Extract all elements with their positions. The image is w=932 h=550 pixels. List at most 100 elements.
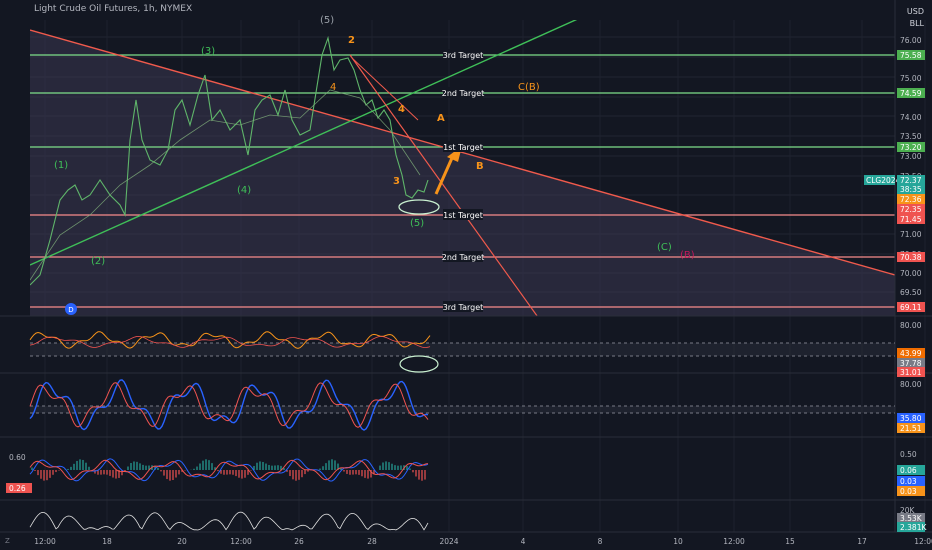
price-tag-bg [897,252,925,262]
time-tick: 18 [102,537,112,546]
price-tag: 73.20 [900,143,922,152]
wave-label-5-bottom: (5) [410,218,424,229]
stoch-band [30,406,895,413]
stoch-d-line [29,382,429,428]
d-badge[interactable] [65,303,77,315]
price-tag-bg [897,50,925,60]
wave-label-C: (C) [657,242,672,253]
price-tag: 72.37 [900,176,922,185]
panel-tag: 0.03 [900,477,917,486]
wave-label-orange-4b: 4 [330,82,336,93]
wave-label-B-circle: (B) [680,250,695,261]
target-label-down-1: 1st Target [443,211,483,220]
price-tag-bg [897,194,925,204]
panel-tick: 0.50 [900,450,917,459]
price-tag-bg [897,142,925,152]
steep-red-trendline[interactable] [349,54,540,320]
currency-unit[interactable]: USD BLL [907,6,924,30]
red-descending-trendline[interactable] [30,29,895,276]
price-tick: 71.00 [900,230,922,239]
wave-label-3: (3) [201,46,215,57]
panel-tick: 20K [900,506,916,515]
panel-tag: 0.03 [900,487,917,496]
panel-tag-bg [897,413,925,423]
price-tag-bg [897,204,925,214]
time-tick: 12:00 [230,537,252,546]
time-tick: 8 [598,537,603,546]
panel-tick: 80.00 [900,380,922,389]
macd-left-tag: 0.26 [9,484,26,493]
price-tag: 70.38 [900,253,922,262]
time-tick: 26 [294,537,304,546]
panel-tag: 3.53K [900,514,923,523]
price-tick: 74.00 [900,113,922,122]
wave-label-orange-3: 3 [393,176,400,187]
price-tag-bg [897,302,925,312]
projection-arrow [434,157,454,195]
rsi-line [29,331,431,349]
macd-left-tick: 0.60 [9,453,26,462]
wave-label-4: (4) [237,185,251,196]
time-tick: 2024 [439,537,458,546]
bearish-channel-shade [30,30,895,316]
panel-tag-bg [897,348,925,358]
wave-label-orange-2: 2 [348,35,355,46]
price-tag: 38:35 [900,185,922,194]
price-tag: 72.35 [900,205,922,214]
green-ascending-trendline[interactable] [30,0,620,266]
symbol-tag: CLG2024 [866,176,901,185]
wave-label-orange-4: 4 [398,104,405,115]
target-label-up-2: 2nd Target [442,89,485,98]
symbol-title[interactable]: Light Crude Oil Futures, 1h, NYMEX [34,4,193,14]
d-badge-label: D [68,306,73,314]
panel-tag-bg [897,486,925,496]
macd-left-tag-bg [6,483,32,493]
unit-label: BLL [909,19,924,28]
panel-tag: 37.78 [900,359,922,368]
volume-series [29,511,429,531]
wave-label-5: (5) [320,15,334,26]
currency-label: USD [906,7,924,16]
time-tick: 28 [367,537,377,546]
panel-tag-bg [897,513,925,523]
time-tick: 20 [177,537,187,546]
rsi-band [30,343,895,356]
panel-tag: 43.99 [900,349,922,358]
bottom-highlight-ellipse [398,199,440,215]
panel-tick: 80.00 [900,321,922,330]
price-tick: 70.00 [900,269,922,278]
panel-tag-bg [897,465,925,475]
price-tag-bg [897,175,925,185]
moving-average [30,89,421,281]
panel-tag: 0.06 [900,466,917,475]
time-tick: 12:00 [34,537,56,546]
price-tick: 69.50 [900,288,922,297]
target-label-down-2: 2nd Target [442,253,485,262]
rsi-highlight-ellipse [399,355,439,373]
price-tag: 75.58 [900,51,922,60]
symbol-tag-bg [864,175,895,185]
minor-red-trendline [351,57,419,121]
price-tag-bg [897,88,925,98]
wave-label-A: A [437,113,445,124]
target-label-up-1: 1st Target [443,143,483,152]
z-label[interactable]: Z [5,537,10,545]
panel-tag: 2.381K [900,523,927,532]
price-tag-bg [897,184,925,194]
time-tick: 12:00 [723,537,745,546]
time-tick: 17 [857,537,867,546]
panel-tag-bg [897,522,925,532]
price-tag: 69.11 [900,303,922,312]
price-tick: 76.00 [900,36,922,45]
price-tag: 74.59 [900,89,922,98]
time-tick: 15 [785,537,795,546]
macd-signal-line [29,459,429,481]
rsi-ma-line [29,335,431,348]
price-tag: 72.36 [900,195,922,204]
time-tick: 10 [673,537,683,546]
price-tick: 73.50 [900,132,922,141]
panel-tag: 21.51 [900,424,922,433]
time-tick: 4 [521,537,526,546]
panel-tag: 31.01 [900,368,922,377]
